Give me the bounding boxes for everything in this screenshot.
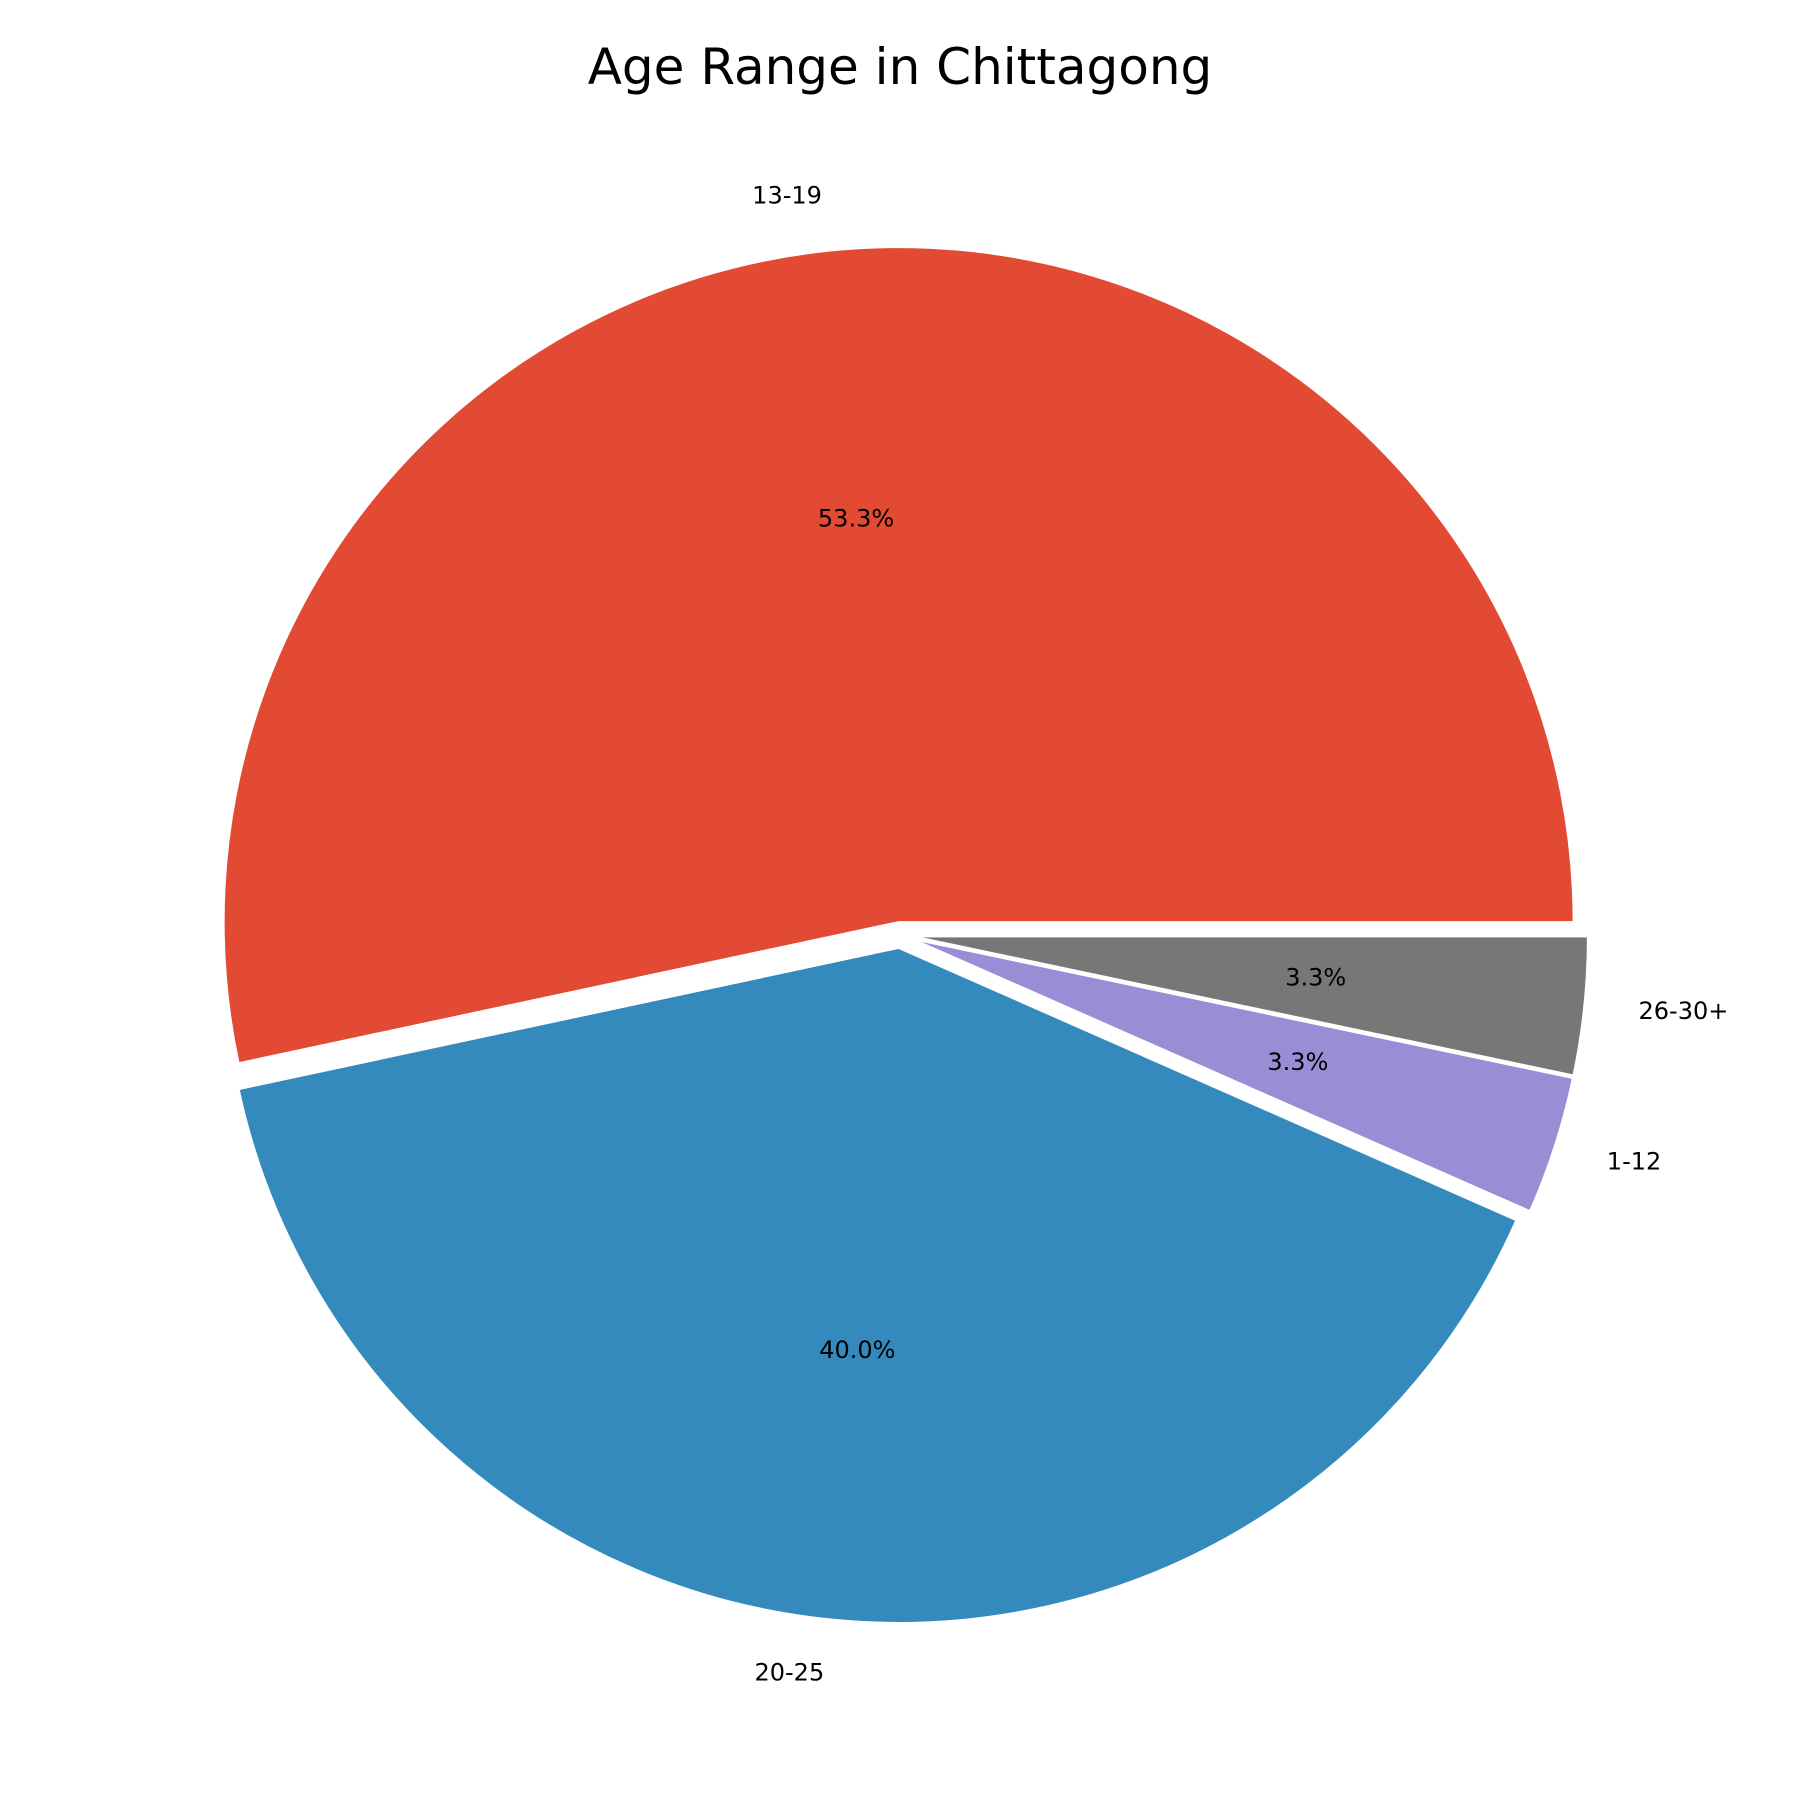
slice-label: 1-12 xyxy=(1607,1147,1661,1175)
pie-slice-1-12 xyxy=(911,938,1575,1213)
pie-labels: 13-19 53.3% 20-25 40.0% 1-12 3.3% 26-30+ 3.3% xyxy=(752,182,1728,1687)
slice-percentage-label: 40.0% xyxy=(819,1336,895,1364)
slice-label: 13-19 xyxy=(752,182,822,210)
slice-percentage-label: 3.3% xyxy=(1285,963,1346,991)
pie-slice-13-19 xyxy=(222,246,1575,1065)
slice-percentage-label: 53.3% xyxy=(818,504,894,532)
slice-percentage-label: 3.3% xyxy=(1267,1048,1328,1076)
pie-slice-20-25 xyxy=(237,946,1518,1624)
pie-slices xyxy=(222,246,1589,1624)
pie-slice-26-30 xyxy=(912,935,1589,1077)
slice-label: 20-25 xyxy=(754,1659,824,1687)
chart-title: Age Range in Chittagong xyxy=(588,38,1213,96)
slice-label: 26-30+ xyxy=(1639,997,1729,1025)
